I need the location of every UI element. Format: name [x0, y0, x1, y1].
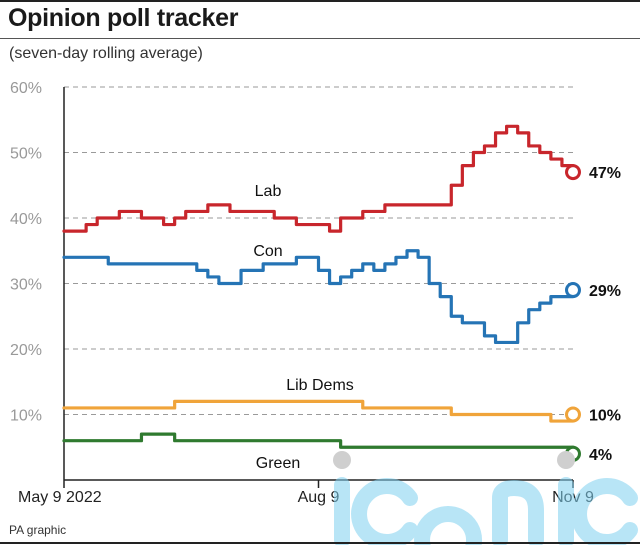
series-name-lab: Lab: [255, 183, 282, 200]
end-value-green: 4%: [589, 447, 612, 464]
x-tick-label: Aug 9: [298, 489, 340, 506]
series-line-libdem: [62, 399, 575, 423]
y-tick-label: 50%: [10, 146, 42, 163]
end-marker-lab: [565, 164, 581, 181]
watermark-logo: iconic: [333, 451, 638, 545]
series-name-green: Green: [256, 455, 300, 472]
series-name-libdem: Lib Dems: [286, 377, 354, 394]
end-marker-con: [565, 282, 581, 299]
series-labels: 47% Lab 29% Con 10% Lib Dems 4% Green: [253, 165, 621, 472]
series-line-con: [62, 249, 575, 345]
series-name-con: Con: [253, 243, 282, 260]
end-value-lab: 47%: [589, 165, 621, 182]
end-marker-libdem: [565, 406, 581, 423]
y-tick-label: 60%: [10, 80, 42, 97]
end-value-libdem: 10%: [589, 408, 621, 425]
end-value-con: 29%: [589, 283, 621, 300]
bottom-rule: [0, 542, 640, 544]
y-tick-label: 40%: [10, 211, 42, 228]
y-tick-label: 20%: [10, 342, 42, 359]
y-tick-label: 10%: [10, 408, 42, 425]
chart-subtitle: (seven-day rolling average): [9, 45, 203, 62]
series-line-green: [62, 432, 575, 456]
title-divider: [0, 38, 640, 39]
series-lines: [62, 124, 581, 462]
y-tick-label: 30%: [10, 277, 42, 294]
x-tick-label: May 9 2022: [18, 489, 102, 506]
chart-title: Opinion poll tracker: [8, 4, 239, 32]
series-line-lab: [62, 124, 575, 233]
top-rule: [0, 0, 640, 2]
source-credit: PA graphic: [9, 523, 67, 537]
